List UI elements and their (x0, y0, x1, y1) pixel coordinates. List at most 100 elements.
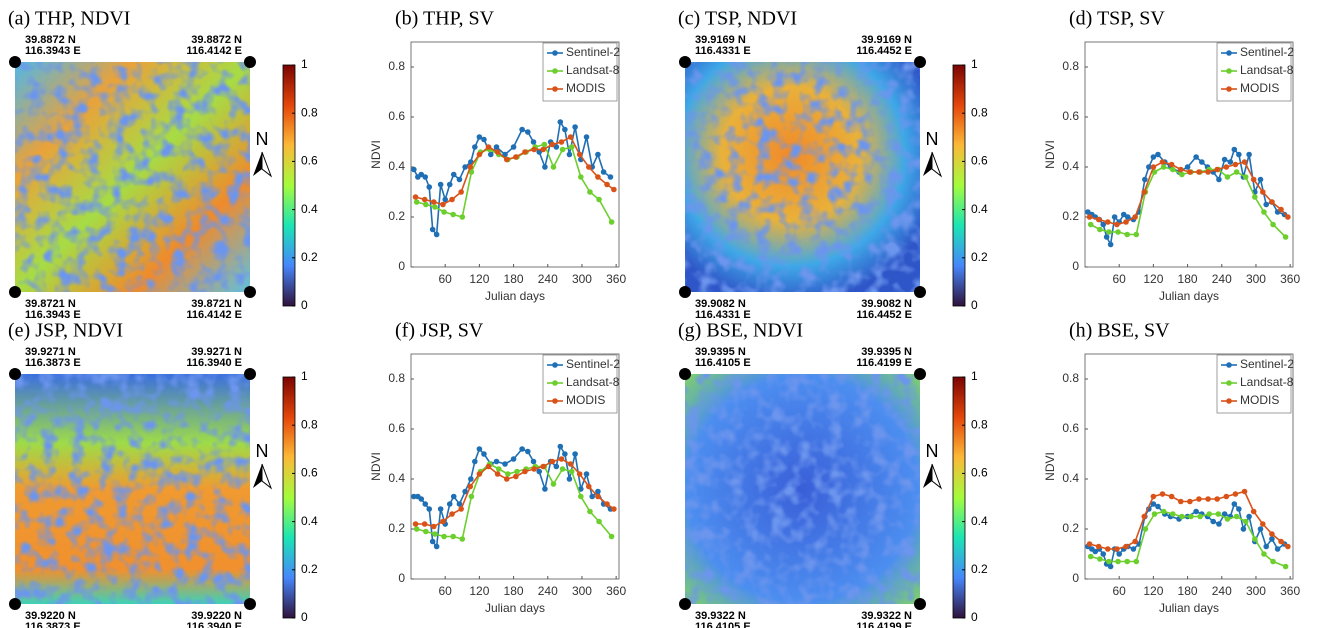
x-tick-label: 120 (1143, 584, 1163, 598)
x-tick-label: 240 (1212, 584, 1232, 598)
legend-marker (552, 398, 558, 404)
series-marker (426, 184, 433, 190)
series-marker (1242, 174, 1249, 180)
corner-dot (244, 286, 256, 298)
series-marker (522, 468, 528, 475)
series-marker (589, 493, 596, 500)
ndvi-map-texture (15, 374, 250, 604)
series-marker (485, 463, 492, 470)
series-marker (536, 468, 543, 475)
corner-label: 39.9220 N (25, 610, 76, 622)
north-arrow-half (261, 151, 273, 178)
series-marker (1159, 159, 1166, 165)
series-marker (1130, 546, 1137, 552)
series-marker (449, 511, 455, 517)
series-marker (1184, 164, 1191, 170)
y-tick-label: 0.8 (1062, 59, 1079, 73)
series-marker (1250, 176, 1257, 183)
corner-dot (914, 56, 926, 68)
series-marker (432, 531, 438, 537)
panel-title: (e) JSP, NDVI (8, 320, 123, 342)
colorbar-tick-label: 1 (971, 369, 978, 383)
series-marker (1223, 164, 1230, 170)
series-marker (456, 176, 463, 183)
series-marker (456, 501, 463, 507)
x-tick-label: 360 (606, 272, 626, 286)
series-marker (604, 501, 610, 507)
series-marker (550, 481, 557, 487)
series-marker (1270, 558, 1276, 565)
series-marker (1216, 521, 1222, 527)
corner-label: 116.3943 E (25, 309, 81, 321)
series-marker (611, 506, 617, 512)
series-marker (493, 458, 500, 465)
series-marker (1241, 159, 1248, 165)
series-marker (1115, 558, 1121, 565)
x-tick-label: 120 (1143, 272, 1163, 286)
series-marker (1150, 493, 1157, 500)
corner-dot (244, 368, 256, 380)
series-marker (1168, 161, 1175, 168)
legend-marker (1226, 380, 1232, 386)
corner-label: 116.4331 E (695, 309, 751, 321)
legend-label: MODIS (1240, 393, 1279, 407)
corner-label: 39.9082 N (695, 298, 746, 310)
colorbar-tick-label: 0 (301, 298, 308, 312)
series-marker (568, 144, 575, 150)
legend-label: Landsat-8 (566, 375, 620, 389)
series-marker (558, 139, 565, 145)
series-marker (583, 471, 590, 477)
series-marker (559, 146, 566, 153)
colorbar-tick-label: 0.2 (301, 562, 318, 576)
series-marker (426, 506, 433, 512)
series-marker (468, 493, 475, 500)
legend-label: Landsat-8 (1240, 63, 1294, 77)
series-marker (446, 501, 453, 507)
north-label: N (926, 129, 939, 149)
corner-label: 39.8721 N (25, 298, 76, 310)
corner-label: 116.4105 E (695, 357, 751, 369)
series-marker (1231, 501, 1238, 507)
corner-label: 116.4199 E (856, 357, 912, 369)
y-tick-label: 0.6 (1062, 109, 1079, 123)
series-marker (1242, 518, 1249, 525)
north-arrow-half (931, 151, 943, 178)
series-marker (462, 488, 468, 495)
series-marker (493, 144, 500, 150)
series-marker (1232, 491, 1239, 497)
series-marker (1216, 176, 1222, 183)
series-marker (568, 468, 575, 475)
series-marker (604, 181, 610, 188)
series-marker (458, 506, 464, 512)
series-marker (1269, 531, 1275, 537)
corner-dot (679, 368, 691, 380)
series-marker (412, 521, 419, 527)
series-marker (1141, 513, 1148, 520)
series-marker (458, 189, 464, 195)
corner-label: 116.4452 E (856, 309, 912, 321)
series-marker (567, 134, 574, 140)
series-marker (1196, 169, 1202, 175)
series-marker (1193, 154, 1199, 160)
series-line (1090, 510, 1286, 568)
series-marker (1269, 536, 1275, 542)
series-marker (1263, 201, 1270, 208)
series-marker (1199, 159, 1205, 165)
corner-label: 39.9322 N (695, 610, 746, 622)
series-marker (441, 209, 447, 215)
series-marker (433, 543, 440, 550)
series-marker (1123, 543, 1129, 550)
series-marker (1179, 171, 1185, 178)
series-line (416, 463, 613, 540)
series-marker (1224, 174, 1231, 180)
series-marker (1124, 558, 1130, 565)
series-marker (600, 169, 607, 175)
series-marker (530, 458, 537, 465)
series-marker (1282, 563, 1289, 570)
series-marker (411, 493, 417, 500)
corner-label: 39.9169 N (695, 34, 746, 46)
series-marker (1179, 513, 1185, 520)
colorbar-tick-label: 0.6 (971, 154, 988, 168)
corner-label: 39.9271 N (191, 346, 242, 358)
series-marker (418, 496, 425, 502)
